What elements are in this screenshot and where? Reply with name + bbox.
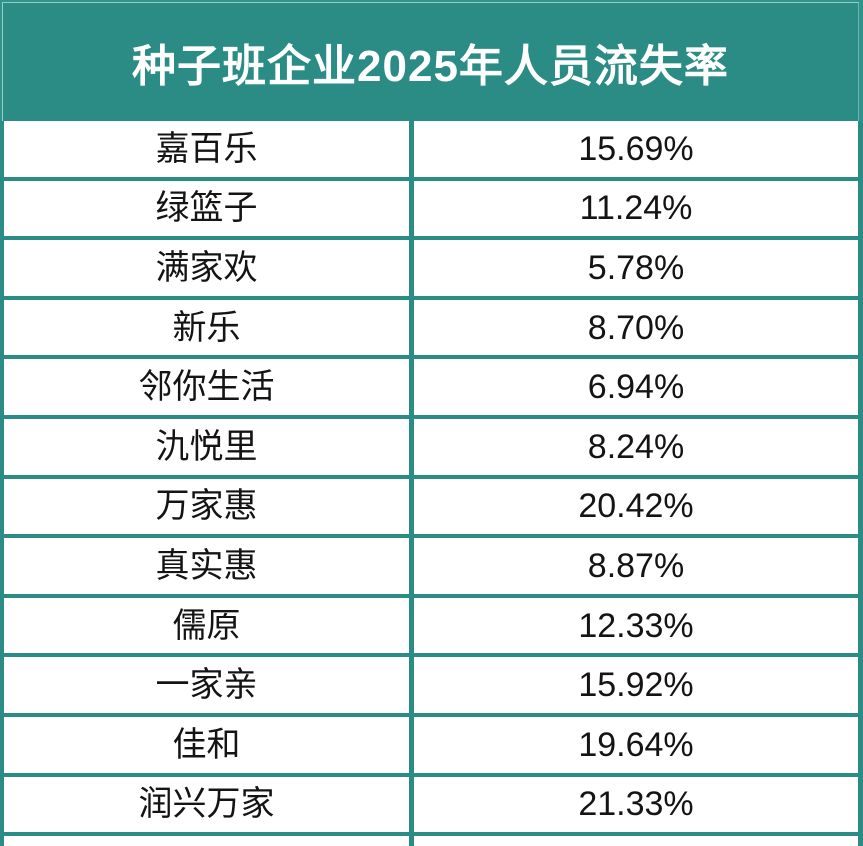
rate-cell: 12.33%	[414, 597, 863, 658]
rate-cell: 8.87%	[414, 538, 863, 598]
table-body: 嘉百乐 15.69% 绿篮子 11.24% 满家欢 5.78% 新乐 8.70%…	[0, 121, 863, 846]
company-cell: 绿篮子	[0, 180, 414, 241]
table-row: 氿悦里 8.24%	[0, 418, 863, 479]
rate-cell: 20.42%	[414, 478, 863, 539]
company-cell	[0, 836, 414, 846]
rate-cell: 5.78%	[414, 240, 863, 300]
table-row: 万家惠 20.42%	[0, 478, 863, 539]
rate-cell: 8.70%	[414, 299, 863, 360]
company-cell: 润兴万家	[0, 776, 414, 837]
company-cell: 真实惠	[0, 538, 414, 598]
table-row-partial	[0, 836, 863, 846]
company-cell: 嘉百乐	[0, 121, 414, 181]
rate-cell: 15.92%	[414, 657, 863, 717]
table-row: 佳和 19.64%	[0, 716, 863, 777]
company-cell: 儒原	[0, 597, 414, 658]
table-row: 满家欢 5.78%	[0, 240, 863, 300]
table-row: 儒原 12.33%	[0, 597, 863, 658]
rate-cell: 11.24%	[414, 180, 863, 241]
rate-cell: 19.64%	[414, 716, 863, 777]
table-row: 嘉百乐 15.69%	[0, 121, 863, 181]
company-cell: 万家惠	[0, 478, 414, 539]
company-cell: 佳和	[0, 716, 414, 777]
company-cell: 邻你生活	[0, 359, 414, 419]
company-cell: 氿悦里	[0, 418, 414, 479]
table-row: 绿篮子 11.24%	[0, 180, 863, 241]
company-cell: 满家欢	[0, 240, 414, 300]
table-row: 真实惠 8.87%	[0, 538, 863, 598]
rate-cell: 15.69%	[414, 121, 863, 181]
rate-cell	[414, 836, 863, 846]
company-cell: 一家亲	[0, 657, 414, 717]
table-row: 新乐 8.70%	[0, 299, 863, 360]
company-cell: 新乐	[0, 299, 414, 360]
table-row: 邻你生活 6.94%	[0, 359, 863, 419]
table-header: 种子班企业2025年人员流失率	[2, 2, 859, 121]
table-title: 种子班企业2025年人员流失率	[132, 42, 729, 91]
rate-cell: 8.24%	[414, 418, 863, 479]
table-row: 一家亲 15.92%	[0, 657, 863, 717]
rate-cell: 21.33%	[414, 776, 863, 837]
rate-cell: 6.94%	[414, 359, 863, 419]
table-row: 润兴万家 21.33%	[0, 776, 863, 837]
